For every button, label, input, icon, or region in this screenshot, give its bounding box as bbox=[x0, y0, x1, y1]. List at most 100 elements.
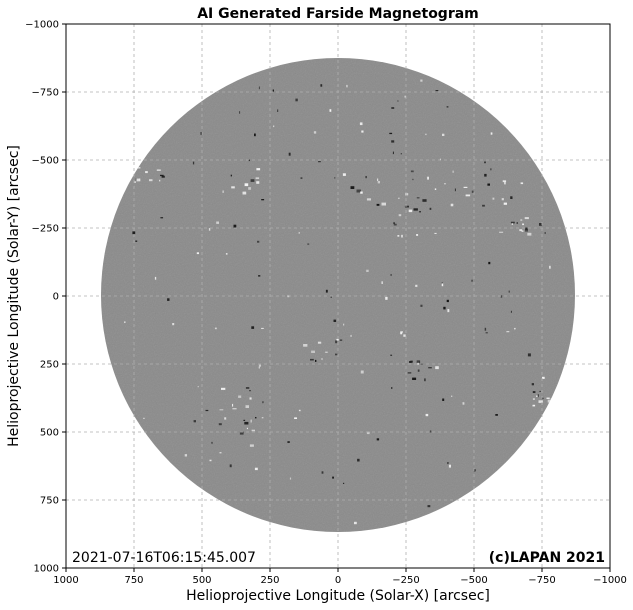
negative-polarity-patch bbox=[435, 90, 439, 92]
negative-polarity-patch bbox=[390, 354, 393, 356]
positive-polarity-patch bbox=[137, 167, 141, 169]
negative-polarity-patch bbox=[211, 441, 213, 444]
negative-polarity-patch bbox=[335, 353, 338, 356]
negative-polarity-patch bbox=[287, 441, 290, 443]
positive-polarity-patch bbox=[216, 221, 219, 224]
positive-polarity-patch bbox=[442, 133, 445, 136]
positive-polarity-patch bbox=[249, 444, 254, 447]
negative-polarity-patch bbox=[413, 208, 418, 211]
positive-polarity-patch bbox=[366, 269, 369, 272]
positive-polarity-patch bbox=[492, 197, 495, 200]
negative-polarity-patch bbox=[391, 140, 395, 143]
positive-polarity-patch bbox=[361, 130, 364, 133]
negative-polarity-patch bbox=[407, 372, 412, 374]
negative-polarity-patch bbox=[482, 204, 485, 207]
negative-polarity-patch bbox=[261, 199, 265, 201]
negative-polarity-patch bbox=[404, 205, 409, 208]
negative-polarity-patch bbox=[544, 232, 546, 234]
negative-polarity-patch bbox=[484, 327, 487, 331]
negative-polarity-patch bbox=[325, 289, 328, 293]
negative-polarity-patch bbox=[391, 387, 393, 389]
positive-polarity-patch bbox=[538, 400, 543, 403]
positive-polarity-patch bbox=[465, 194, 471, 197]
negative-polarity-patch bbox=[392, 151, 394, 155]
positive-polarity-patch bbox=[501, 198, 504, 201]
x-tick-label: −1000 bbox=[593, 575, 627, 586]
positive-polarity-patch bbox=[381, 281, 383, 284]
x-tick-label: 500 bbox=[192, 575, 211, 586]
negative-polarity-patch bbox=[510, 196, 513, 199]
positive-polarity-patch bbox=[313, 131, 317, 134]
negative-polarity-patch bbox=[389, 132, 393, 135]
negative-polarity-patch bbox=[330, 296, 332, 298]
negative-polarity-patch bbox=[333, 319, 337, 322]
positive-polarity-patch bbox=[447, 309, 450, 313]
positive-polarity-patch bbox=[222, 190, 224, 193]
negative-polarity-patch bbox=[490, 168, 492, 171]
negative-polarity-patch bbox=[318, 161, 321, 163]
positive-polarity-patch bbox=[232, 403, 234, 407]
positive-polarity-patch bbox=[346, 84, 348, 88]
x-tick-label: −500 bbox=[460, 575, 487, 586]
negative-polarity-patch bbox=[412, 178, 414, 181]
positive-polarity-patch bbox=[321, 358, 323, 360]
positive-polarity-patch bbox=[124, 321, 126, 323]
positive-polarity-patch bbox=[450, 203, 454, 207]
positive-polarity-patch bbox=[258, 364, 261, 367]
negative-polarity-patch bbox=[441, 282, 443, 284]
negative-polarity-patch bbox=[508, 290, 510, 293]
negative-polarity-patch bbox=[376, 438, 380, 441]
x-tick-label: 1000 bbox=[53, 575, 78, 586]
negative-polarity-patch bbox=[454, 188, 456, 192]
x-tick-label: −750 bbox=[528, 575, 555, 586]
positive-polarity-patch bbox=[219, 409, 224, 411]
y-tick-label: 250 bbox=[40, 360, 59, 371]
negative-polarity-patch bbox=[335, 340, 338, 344]
negative-polarity-patch bbox=[471, 190, 474, 193]
negative-polarity-patch bbox=[531, 383, 534, 386]
positive-polarity-patch bbox=[145, 171, 148, 174]
y-axis-label: Helioprojective Longitude (Solar-Y) [arc… bbox=[6, 145, 22, 447]
y-tick-label: −750 bbox=[32, 88, 59, 99]
positive-polarity-patch bbox=[258, 366, 260, 369]
positive-polarity-patch bbox=[325, 351, 328, 353]
positive-polarity-patch bbox=[385, 296, 388, 300]
positive-polarity-patch bbox=[503, 202, 507, 205]
negative-polarity-patch bbox=[249, 390, 251, 392]
negative-polarity-patch bbox=[446, 299, 449, 303]
negative-polarity-patch bbox=[390, 274, 392, 276]
negative-polarity-patch bbox=[243, 419, 246, 421]
positive-polarity-patch bbox=[360, 191, 363, 194]
negative-polarity-patch bbox=[397, 100, 399, 102]
positive-polarity-patch bbox=[434, 188, 437, 190]
y-tick-label: 750 bbox=[40, 496, 59, 507]
y-tick-label: 500 bbox=[40, 428, 59, 439]
positive-polarity-patch bbox=[401, 234, 403, 238]
negative-polarity-patch bbox=[132, 231, 136, 235]
positive-polarity-patch bbox=[219, 452, 222, 454]
negative-polarity-patch bbox=[258, 275, 261, 277]
y-tick-label: 0 bbox=[53, 292, 59, 303]
negative-polarity-patch bbox=[420, 304, 423, 307]
positive-polarity-patch bbox=[317, 341, 322, 344]
positive-polarity-patch bbox=[462, 402, 465, 405]
positive-polarity-patch bbox=[520, 182, 524, 185]
negative-polarity-patch bbox=[541, 397, 544, 400]
negative-polarity-patch bbox=[428, 367, 432, 369]
negative-polarity-patch bbox=[409, 361, 412, 363]
positive-polarity-patch bbox=[546, 397, 550, 399]
positive-polarity-patch bbox=[273, 125, 275, 128]
positive-polarity-patch bbox=[172, 323, 175, 326]
positive-polarity-patch bbox=[254, 467, 258, 471]
positive-polarity-patch bbox=[514, 327, 516, 330]
negative-polarity-patch bbox=[193, 420, 196, 423]
negative-polarity-patch bbox=[277, 109, 279, 112]
positive-polarity-patch bbox=[444, 183, 446, 185]
positive-polarity-patch bbox=[377, 181, 380, 184]
negative-polarity-patch bbox=[443, 306, 446, 310]
positive-polarity-patch bbox=[156, 169, 161, 171]
negative-polarity-patch bbox=[300, 177, 303, 179]
negative-polarity-patch bbox=[525, 227, 528, 230]
negative-polarity-patch bbox=[532, 391, 536, 393]
x-axis-label: Helioprojective Longitude (Solar-X) [arc… bbox=[186, 588, 490, 604]
